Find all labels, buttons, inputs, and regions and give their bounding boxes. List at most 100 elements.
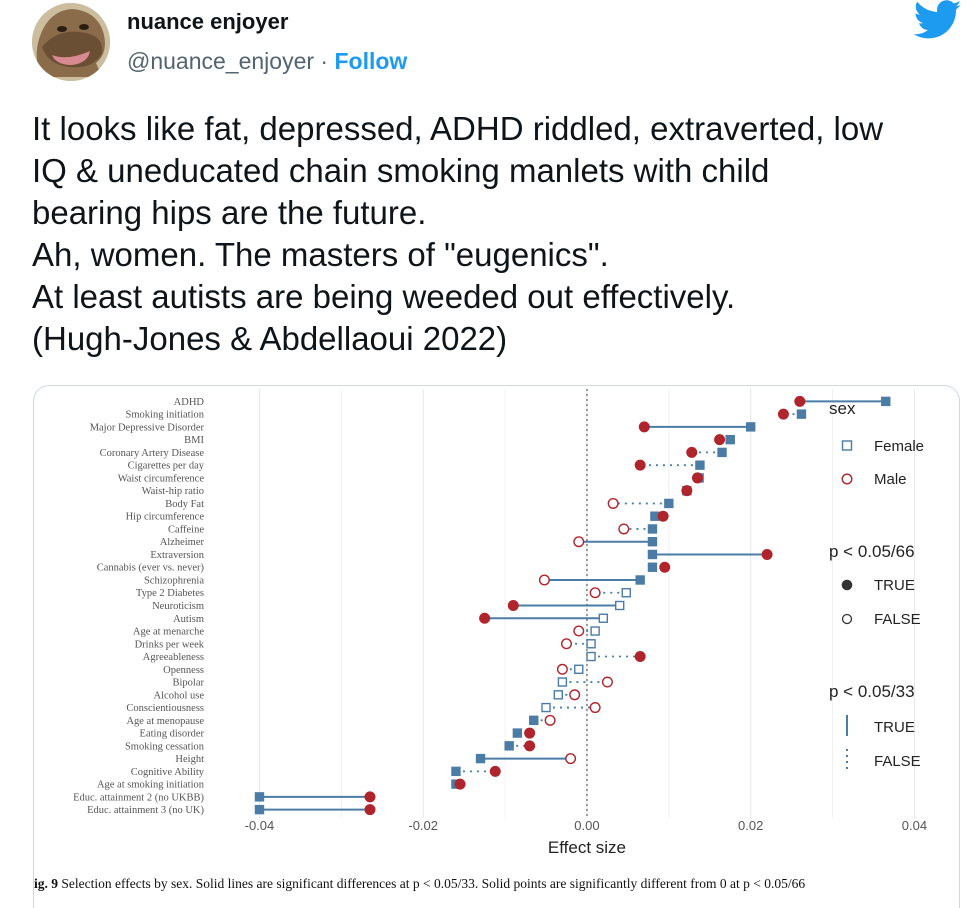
male-point (618, 523, 630, 535)
trait-label: Hip circumference (126, 512, 205, 523)
trait-label: Age at smoking initiation (97, 780, 205, 791)
display-name[interactable]: nuance enjoyer (127, 9, 289, 34)
trait-label: Type 2 Diabetes (136, 588, 204, 599)
female-point (451, 766, 461, 777)
male-point (638, 421, 650, 433)
trait-label: Drinks per week (135, 639, 205, 650)
male-point (686, 446, 698, 458)
legend-female-swatch (841, 440, 853, 451)
male-point (538, 574, 550, 586)
tweet-media[interactable]: ADHD Smoking initiation Major Depressive D… (33, 385, 960, 908)
trait-label: Eating disorder (140, 729, 205, 740)
male-point (657, 510, 669, 522)
female-point (557, 677, 568, 687)
x-tick-label: -0.04 (245, 818, 275, 833)
legend-true-label: TRUE (874, 577, 915, 594)
user-handle[interactable]: @nuance_enjoyer (127, 48, 315, 74)
figure-caption: ig. 9 Selection effects by sex. Solid li… (34, 876, 959, 892)
female-point (504, 741, 514, 751)
tweet-text: It looks like fat, depressed, ADHD riddl… (32, 108, 957, 360)
male-point (524, 727, 536, 739)
trait-label: Waist-hip ratio (142, 486, 204, 497)
female-point (725, 434, 735, 445)
female-point (745, 422, 756, 432)
caption-text: Selection effects by sex. Solid lines ar… (58, 876, 806, 891)
male-point (634, 651, 646, 663)
female-point (695, 460, 705, 470)
trait-label: Alcohol use (154, 690, 205, 701)
points (254, 395, 891, 816)
male-point (777, 408, 789, 420)
female-point (881, 396, 891, 407)
trait-label: Schizophrenia (144, 575, 204, 586)
female-point (635, 575, 645, 585)
female-point (586, 651, 596, 662)
male-point (607, 497, 619, 509)
male-point (556, 663, 568, 675)
trait-label: Cigarettes per day (128, 461, 205, 472)
female-point (621, 588, 631, 598)
male-point (794, 395, 806, 407)
male-point (454, 778, 466, 790)
female-point (529, 715, 539, 726)
legend-male-label: Male (874, 471, 907, 488)
x-tick-label: 0.02 (738, 818, 763, 833)
trait-label: Neuroticism (152, 601, 204, 612)
female-point (796, 409, 807, 419)
male-point (524, 740, 536, 752)
legend-male-swatch (841, 473, 853, 485)
tweet-line: IQ & uneducated chain smoking manlets wi… (32, 152, 770, 189)
female-point (553, 690, 563, 700)
x-tick-label: 0.04 (902, 818, 927, 833)
female-point (647, 562, 658, 572)
trait-label: Alzheimer (160, 537, 205, 548)
trait-label: Waist circumference (118, 473, 205, 484)
male-point (569, 689, 581, 701)
legend-title-lines: p < 0.05/33 (829, 682, 915, 701)
trait-label: Age at menopause (126, 716, 204, 727)
follow-button[interactable]: Follow (334, 48, 408, 74)
trait-label: Educ. attainment 2 (no UKBB) (73, 792, 204, 803)
trait-label: Smoking initiation (126, 410, 205, 421)
male-point (691, 472, 703, 484)
x-axis: -0.04 -0.02 0.00 0.02 0.04 Effect size (245, 818, 927, 857)
male-point (573, 536, 585, 548)
trait-label: Educ. attainment 3 (no UK) (87, 805, 204, 816)
male-point (544, 714, 556, 726)
trait-label: BMI (184, 435, 204, 446)
trait-label: Cognitive Ability (131, 767, 205, 778)
x-tick-label: -0.02 (408, 818, 438, 833)
avatar[interactable] (32, 3, 110, 81)
trait-label: Smoking cessation (125, 741, 205, 752)
male-point (573, 625, 585, 637)
tweet-line: At least autists are being weeded out ef… (32, 278, 736, 315)
tweet-line: (Hugh-Jones & Abdellaoui 2022) (32, 320, 508, 357)
male-point (681, 485, 693, 497)
handle-row: @nuance_enjoyer · Follow (127, 48, 407, 75)
male-point (589, 702, 601, 714)
trait-label: Coronary Artery Disease (100, 448, 205, 459)
legend-false-label: FALSE (874, 611, 921, 628)
male-point (565, 753, 577, 765)
male-point (507, 599, 519, 611)
twitter-bird-icon[interactable] (913, 0, 962, 40)
difference-lines (259, 400, 886, 811)
trait-label: Body Fat (165, 499, 204, 510)
male-point (601, 676, 613, 688)
female-point (598, 613, 609, 623)
female-point (541, 702, 551, 713)
female-point (717, 447, 727, 458)
trait-label: Cannabis (ever vs. never) (97, 563, 205, 574)
x-axis-label: Effect size (548, 838, 626, 857)
female-point (647, 549, 658, 560)
female-point (475, 753, 486, 764)
trait-label: Height (175, 754, 204, 765)
female-point (512, 728, 523, 738)
female-point (254, 804, 265, 815)
male-point (489, 765, 501, 777)
figure-label: ig. 9 (34, 876, 59, 891)
legend-title-sex: sex (829, 399, 856, 418)
male-point (364, 804, 376, 816)
